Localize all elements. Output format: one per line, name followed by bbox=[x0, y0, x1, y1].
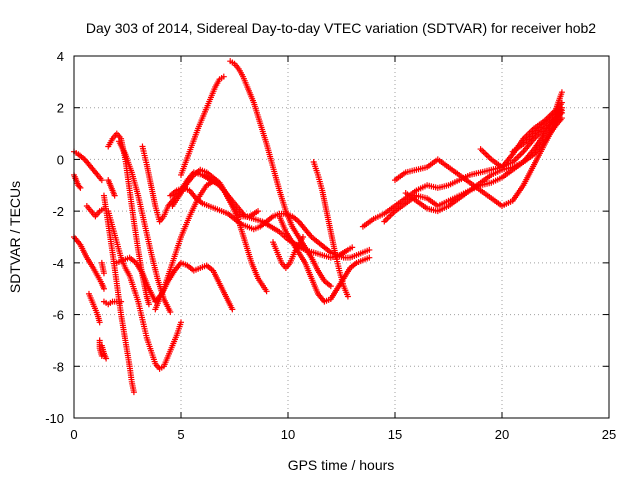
data-point bbox=[130, 389, 137, 396]
series-4 bbox=[71, 234, 107, 292]
data-point bbox=[255, 208, 262, 215]
data-point bbox=[558, 89, 565, 96]
data-point bbox=[77, 184, 84, 191]
data-point bbox=[178, 319, 184, 326]
data-point bbox=[167, 308, 174, 315]
series-24 bbox=[310, 159, 351, 300]
data-point bbox=[366, 246, 373, 253]
series-30 bbox=[509, 99, 565, 155]
series-22 bbox=[270, 234, 306, 272]
series-15 bbox=[115, 138, 174, 315]
x-tick-label: 25 bbox=[602, 427, 616, 442]
data-point bbox=[220, 73, 227, 80]
x-tick-label: 5 bbox=[177, 427, 184, 442]
y-tick-label: -10 bbox=[45, 411, 64, 426]
x-axis-label: GPS time / hours bbox=[288, 457, 395, 473]
data-point bbox=[76, 183, 83, 190]
data-point bbox=[111, 192, 118, 199]
x-tick-label: 20 bbox=[495, 427, 509, 442]
series-11 bbox=[105, 177, 118, 199]
data-point bbox=[299, 234, 306, 240]
data-points bbox=[71, 58, 565, 396]
y-tick-label: 4 bbox=[57, 49, 64, 64]
series-28 bbox=[402, 115, 565, 215]
data-point bbox=[229, 306, 236, 313]
data-point bbox=[118, 298, 125, 305]
series-5 bbox=[85, 290, 103, 326]
x-tick-label: 10 bbox=[281, 427, 295, 442]
data-point bbox=[103, 355, 110, 362]
series-9 bbox=[100, 192, 137, 396]
data-point bbox=[558, 107, 565, 114]
chart-title: Day 303 of 2014, Sidereal Day-to-day VTE… bbox=[86, 20, 596, 36]
y-tick-label: 2 bbox=[57, 101, 64, 116]
data-point bbox=[100, 285, 107, 292]
data-point bbox=[98, 352, 105, 359]
series-2 bbox=[71, 171, 84, 191]
series-7 bbox=[96, 337, 105, 359]
data-point bbox=[327, 283, 334, 290]
series-19 bbox=[167, 184, 373, 261]
y-axis-label: SDTVAR / TECUs bbox=[7, 181, 23, 293]
data-point bbox=[263, 288, 270, 295]
data-point bbox=[344, 293, 351, 300]
y-tick-label: -6 bbox=[52, 308, 64, 323]
data-point bbox=[558, 115, 565, 122]
series-1 bbox=[71, 148, 105, 184]
y-tick-label: -4 bbox=[52, 256, 64, 271]
data-point bbox=[100, 270, 107, 277]
data-point bbox=[349, 244, 356, 251]
data-point bbox=[96, 319, 103, 326]
y-tick-label: 0 bbox=[57, 152, 64, 167]
y-tick-label: -8 bbox=[52, 359, 64, 374]
axis-ticks: 0 5 10 15 20 25 -10 -8 -6 -4 -2 0 2 4 bbox=[45, 49, 616, 442]
y-tick-label: -2 bbox=[52, 204, 64, 219]
series-26 bbox=[381, 104, 565, 225]
series-10 bbox=[100, 298, 125, 308]
data-point bbox=[558, 99, 565, 106]
data-point bbox=[366, 254, 373, 261]
series-21 bbox=[227, 58, 334, 290]
series-20 bbox=[178, 73, 227, 178]
x-tick-label: 15 bbox=[388, 427, 402, 442]
series-8 bbox=[98, 259, 107, 277]
data-point bbox=[145, 301, 152, 308]
plot-frame bbox=[73, 55, 610, 419]
data-point bbox=[98, 177, 105, 184]
series-14 bbox=[113, 254, 236, 313]
x-tick-label: 0 bbox=[70, 427, 77, 442]
series-6 bbox=[98, 342, 110, 362]
series-23 bbox=[276, 213, 373, 305]
